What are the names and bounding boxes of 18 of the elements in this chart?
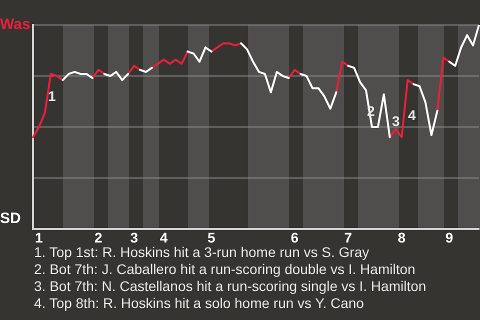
text: 2. Bot 7th: J. Caballero hit a run-scoring double vs I. Hamilton (34, 261, 416, 278)
text: 1. Top 1st: R. Hoskins hit a 3-run home run vs S. Gray (34, 244, 370, 261)
x-tick-label: 5 (208, 229, 216, 246)
x-tick-label: 7 (344, 229, 352, 246)
x-tick-label: 4 (160, 229, 168, 246)
annotation: 4 (408, 107, 416, 123)
x-tick-label: 3 (130, 229, 138, 246)
x-tick-label: 2 (94, 229, 103, 246)
text: SD (0, 210, 21, 227)
x-tick-label: 1 (35, 229, 44, 246)
x-tick-label: 8 (398, 229, 406, 246)
annotation: 1 (48, 88, 56, 104)
text: 3. Bot 7th: N. Castellanos hit a run-scoring single vs I. Hamilton (34, 278, 426, 295)
x-tick-label: 9 (445, 229, 454, 246)
text: 4. Top 8th: R. Hoskins hit a solo home run vs Y. Cano (34, 295, 365, 312)
text: Was (0, 16, 30, 33)
x-tick-label: 6 (290, 229, 299, 246)
annotation: 3 (392, 113, 400, 129)
